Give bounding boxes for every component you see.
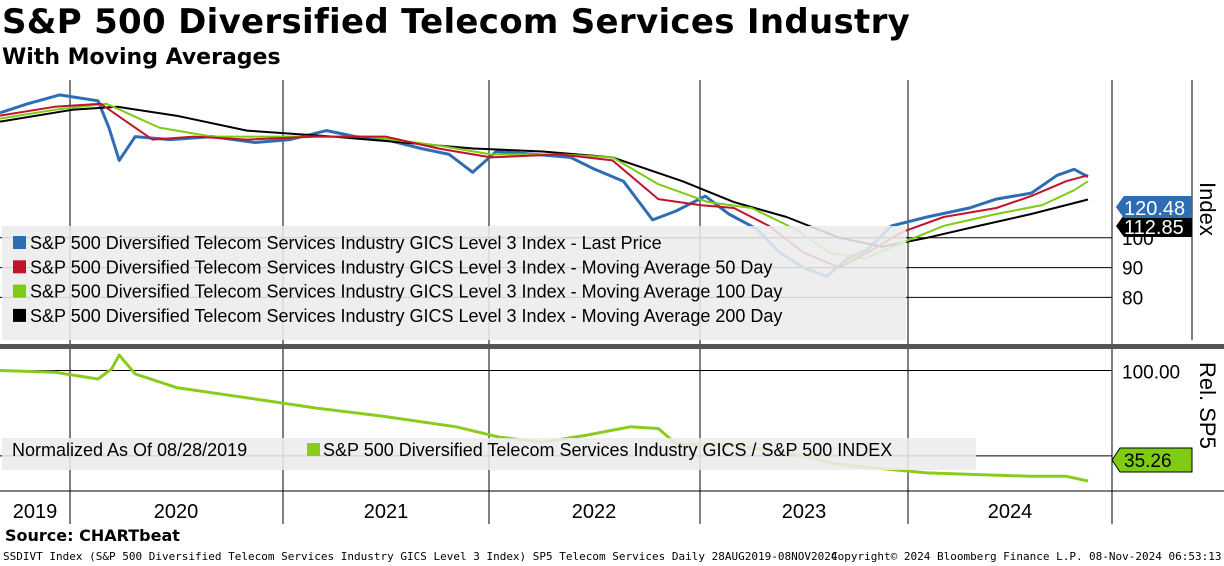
upper-panel-series xyxy=(0,93,1089,278)
normalization-note: Normalized As Of 08/28/2019 xyxy=(12,440,247,460)
chart-subtitle: With Moving Averages xyxy=(2,45,281,70)
source-note: Source: CHARTbeat xyxy=(5,526,180,545)
legend-swatch xyxy=(13,284,26,298)
value-tag xyxy=(1111,447,1193,473)
value-tag xyxy=(1116,196,1192,218)
chart-title: S&P 500 Diversified Telecom Services Ind… xyxy=(2,2,911,42)
value-tag-label: 35.26 xyxy=(1124,451,1172,472)
x-tick-label: 2023 xyxy=(782,501,827,523)
series-line-last-price xyxy=(0,93,1089,278)
legend-label: S&P 500 Diversified Telecom Services Ind… xyxy=(30,306,782,326)
legend-label: S&P 500 Diversified Telecom Services Ind… xyxy=(323,440,892,460)
footer-bar: SSDIVT Index (S&P 500 Diversified Teleco… xyxy=(0,549,1224,566)
lower-legend: Normalized As Of 08/28/2019 S&P 500 Diver… xyxy=(2,438,976,470)
lower-axis-title: Rel. SP5 xyxy=(1195,362,1220,449)
lower-legend-box xyxy=(2,438,976,470)
legend-label: S&P 500 Diversified Telecom Services Ind… xyxy=(30,282,782,302)
upper-legend: S&P 500 Diversified Telecom Services Ind… xyxy=(2,226,906,340)
legend-swatch xyxy=(307,443,320,456)
legend-swatch xyxy=(13,236,26,249)
upper-axis-title: Index xyxy=(1195,182,1220,236)
upper-legend-box xyxy=(2,226,906,340)
upper-y-tick-label: 80 xyxy=(1122,288,1143,309)
legend-swatch xyxy=(13,308,26,322)
value-tag-label: 112.85 xyxy=(1124,217,1184,239)
footer-description: SSDIVT Index (S&P 500 Diversified Teleco… xyxy=(3,550,838,563)
legend-swatch xyxy=(13,260,26,274)
legend-label: S&P 500 Diversified Telecom Services Ind… xyxy=(30,257,772,277)
footer-copyright: Copyright© 2024 Bloomberg Finance L.P. xyxy=(831,550,1083,563)
x-tick-label: 2022 xyxy=(572,501,617,523)
x-tick-label: 2021 xyxy=(364,501,409,523)
series-line-ma50 xyxy=(0,102,1089,269)
x-tick-label: 2020 xyxy=(154,501,199,523)
panel-divider xyxy=(0,344,1224,349)
series-line-ma100 xyxy=(0,102,1089,260)
value-tag xyxy=(1116,215,1192,237)
upper-y-tick-label: 90 xyxy=(1122,259,1143,280)
legend-label: S&P 500 Diversified Telecom Services Ind… xyxy=(30,233,662,253)
x-tick-label: 2019 xyxy=(13,501,58,523)
x-tick-label: 2024 xyxy=(988,501,1033,523)
footer-timestamp: 08-Nov-2024 06:53:13 xyxy=(1089,550,1222,563)
value-tag-label: 120.48 xyxy=(1124,198,1185,220)
lower-y-tick-label: 100.00 xyxy=(1122,362,1180,383)
x-axis: 2019 2020 2021 2022 2023 2024 xyxy=(13,501,1033,523)
